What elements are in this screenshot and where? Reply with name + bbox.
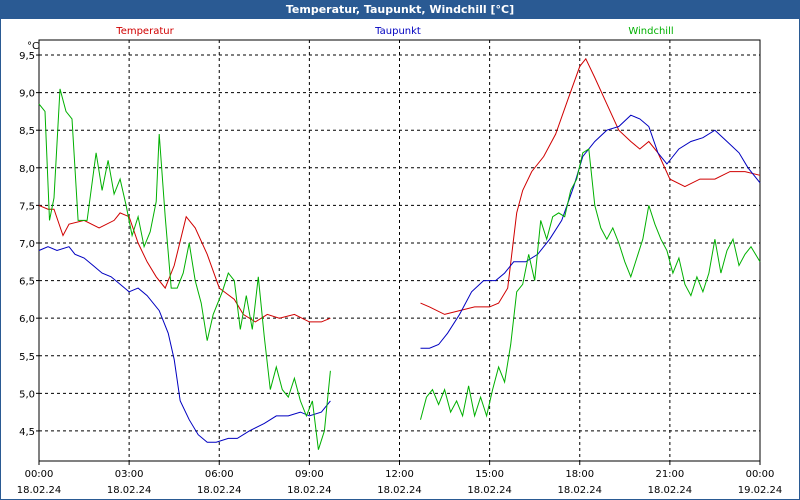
series-line-temperatur <box>38 204 331 323</box>
x-tick-date: 18.02.24 <box>377 485 422 496</box>
legend-windchill: Windchill <box>628 26 673 37</box>
legend-temperatur: Temperatur <box>115 26 174 37</box>
y-tick-label: 8,5 <box>19 126 35 137</box>
y-tick-label: 7,0 <box>19 239 35 250</box>
series-line-taupunkt <box>420 114 761 349</box>
x-tick-time: 00:00 <box>746 469 775 480</box>
series-line-taupunkt <box>38 246 331 443</box>
x-tick-date: 18.02.24 <box>648 485 693 496</box>
legend-taupunkt: Taupunkt <box>374 26 421 37</box>
y-axis: 9,5 9,0 8,5 8,0 7,5 7,0 6,5 6,0 5,5 5,0 4,5 <box>19 51 39 438</box>
x-tick-date: 18.02.24 <box>197 485 242 496</box>
x-axis: 00:00 18.02.24 03:00 18.02.24 06:00 18.02.24 0… <box>17 461 783 496</box>
y-unit-label: °C <box>27 41 39 52</box>
series-lines <box>38 57 761 450</box>
y-tick-label: 5,0 <box>19 389 35 400</box>
legend: Temperatur Taupunkt Windchill <box>115 26 673 37</box>
y-tick-label: 9,5 <box>19 51 35 62</box>
x-tick-date: 18.02.24 <box>107 485 152 496</box>
x-tick-date: 18.02.24 <box>17 485 62 496</box>
x-tick-time: 00:00 <box>25 469 54 480</box>
x-tick-date: 18.02.24 <box>557 485 602 496</box>
x-tick-time: 06:00 <box>205 469 234 480</box>
series-line-windchill <box>420 148 761 420</box>
x-tick-time: 09:00 <box>295 469 324 480</box>
x-tick-date: 18.02.24 <box>467 485 512 496</box>
x-tick-time: 21:00 <box>655 469 684 480</box>
y-tick-label: 9,0 <box>19 89 35 100</box>
chart-title: Temperatur, Taupunkt, Windchill [°C] <box>1 1 799 19</box>
x-tick-time: 18:00 <box>565 469 594 480</box>
y-tick-label: 6,0 <box>19 314 35 325</box>
y-tick-label: 6,5 <box>19 277 35 288</box>
y-tick-label: 4,5 <box>19 427 35 438</box>
series-line-temperatur <box>420 57 761 315</box>
x-tick-time: 03:00 <box>115 469 144 480</box>
x-tick-time: 15:00 <box>475 469 504 480</box>
x-tick-date: 19.02.24 <box>738 485 783 496</box>
y-tick-label: 8,0 <box>19 164 35 175</box>
series-line-windchill <box>38 88 331 450</box>
y-tick-label: 7,5 <box>19 201 35 212</box>
grid <box>39 40 760 461</box>
x-tick-time: 12:00 <box>385 469 414 480</box>
x-tick-date: 18.02.24 <box>287 485 332 496</box>
y-tick-label: 5,5 <box>19 352 35 363</box>
